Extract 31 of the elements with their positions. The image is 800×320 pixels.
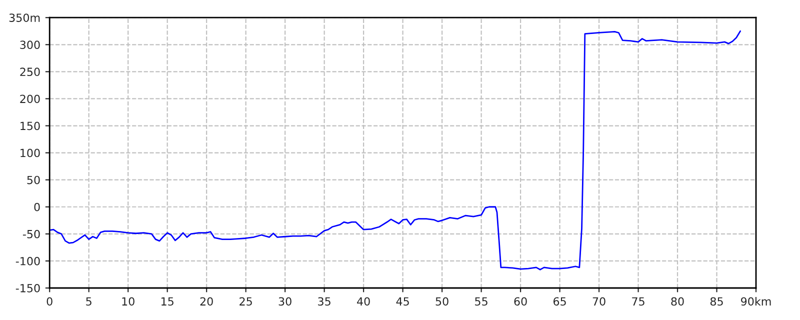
x-tick-label: 90km (741, 297, 771, 306)
x-tick-label: 75 (632, 297, 644, 306)
y-tick-label: -150 (16, 284, 40, 292)
x-tick-label: 60 (514, 297, 527, 306)
x-tick-label: 30 (278, 297, 292, 306)
y-tick-label: 300 (20, 40, 40, 50)
y-tick-label: 250 (20, 68, 40, 76)
x-tick-label: 35 (318, 297, 330, 306)
x-tick-label: 20 (200, 297, 213, 306)
x-tick-label: 40 (357, 297, 370, 306)
y-tick-label: 0 (34, 202, 40, 212)
x-tick-label: 80 (671, 297, 684, 306)
y-tick-label: 100 (20, 148, 40, 158)
x-tick-label: 65 (553, 297, 566, 306)
y-tick-label: 50 (27, 176, 40, 184)
y-tick-label: -50 (22, 230, 40, 238)
x-tick-label: 5 (86, 297, 92, 306)
y-tick-label: 150 (20, 122, 40, 130)
x-tick-label: 55 (475, 297, 488, 306)
y-tick-label: 200 (20, 94, 40, 104)
x-tick-label: 50 (436, 297, 448, 306)
x-tick-label: 70 (592, 297, 606, 306)
x-tick-label: 85 (710, 297, 723, 306)
y-tick-label: -100 (16, 256, 40, 266)
x-tick-label: 10 (122, 297, 134, 306)
x-tick-label: 0 (46, 297, 52, 306)
x-tick-label: 45 (396, 297, 409, 306)
y-tick-label: 350m (9, 14, 40, 22)
line-series (50, 30, 741, 270)
x-tick-label: 15 (161, 297, 174, 306)
x-tick-label: 25 (240, 297, 252, 306)
